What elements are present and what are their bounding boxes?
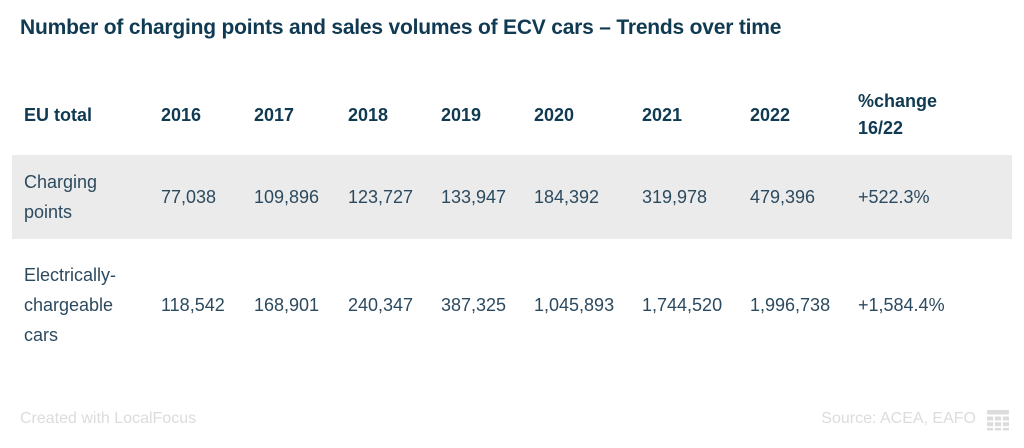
charging-points-2019: 133,947 [441, 186, 507, 207]
table-grid-icon[interactable] [986, 408, 1010, 431]
charging-points-2022: 479,396 [750, 186, 816, 207]
header-pct-change-line1: %change [858, 91, 938, 111]
header-year-2018: 2018 [348, 104, 389, 125]
chart-title: Number of charging points and sales volu… [20, 16, 782, 39]
charging-points-pct-change: +522.3% [858, 186, 930, 207]
charging-points-2021: 319,978 [642, 186, 708, 207]
row-label-ecv-cars: Electrically-chargeable cars [24, 265, 117, 345]
charging-points-2018: 123,727 [348, 186, 414, 207]
ecv-cars-2018: 240,347 [348, 294, 414, 315]
header-year-2022: 2022 [750, 104, 791, 125]
header-year-2019: 2019 [441, 104, 482, 125]
ecv-cars-2021: 1,744,520 [642, 294, 723, 315]
ecv-cars-pct-change: +1,584.4% [858, 294, 945, 315]
source-text: Source: ACEA, EAFO [821, 410, 976, 427]
header-pct-change-line2: 16/22 [858, 118, 904, 138]
header-label-eu-total: EU total [24, 104, 93, 125]
ecv-cars-2020: 1,045,893 [534, 294, 615, 315]
ecv-cars-2019: 387,325 [441, 294, 507, 315]
source-area: Source: ACEA, EAFO [821, 408, 1010, 431]
ecv-cars-2022: 1,996,738 [750, 294, 831, 315]
row-label-charging-points: Charging points [24, 172, 98, 222]
header-year-2020: 2020 [534, 104, 575, 125]
header-year-2021: 2021 [642, 104, 683, 125]
header-year-2016: 2016 [161, 104, 202, 125]
table-row-charging-points: Charging points 77,038 109,896 123,727 1… [12, 155, 1012, 239]
credit-text: Created with LocalFocus [20, 410, 197, 427]
charging-points-2020: 184,392 [534, 186, 600, 207]
footer: Created with LocalFocus Source: ACEA, EA… [20, 404, 1010, 434]
charging-points-2016: 77,038 [161, 186, 217, 207]
ecv-cars-2017: 168,901 [254, 294, 320, 315]
ecv-cars-2016: 118,542 [161, 294, 225, 315]
data-table: EU total 2016 2017 2018 2019 2020 2021 2… [12, 75, 1012, 371]
table-row-ecv-cars: Electrically-chargeable cars 118,542 168… [12, 239, 1012, 371]
charging-points-2017: 109,896 [254, 186, 320, 207]
header-row: EU total 2016 2017 2018 2019 2020 2021 2… [12, 75, 1012, 155]
header-year-2017: 2017 [254, 104, 295, 125]
header-pct-change: %change 16/22 [846, 75, 1012, 155]
